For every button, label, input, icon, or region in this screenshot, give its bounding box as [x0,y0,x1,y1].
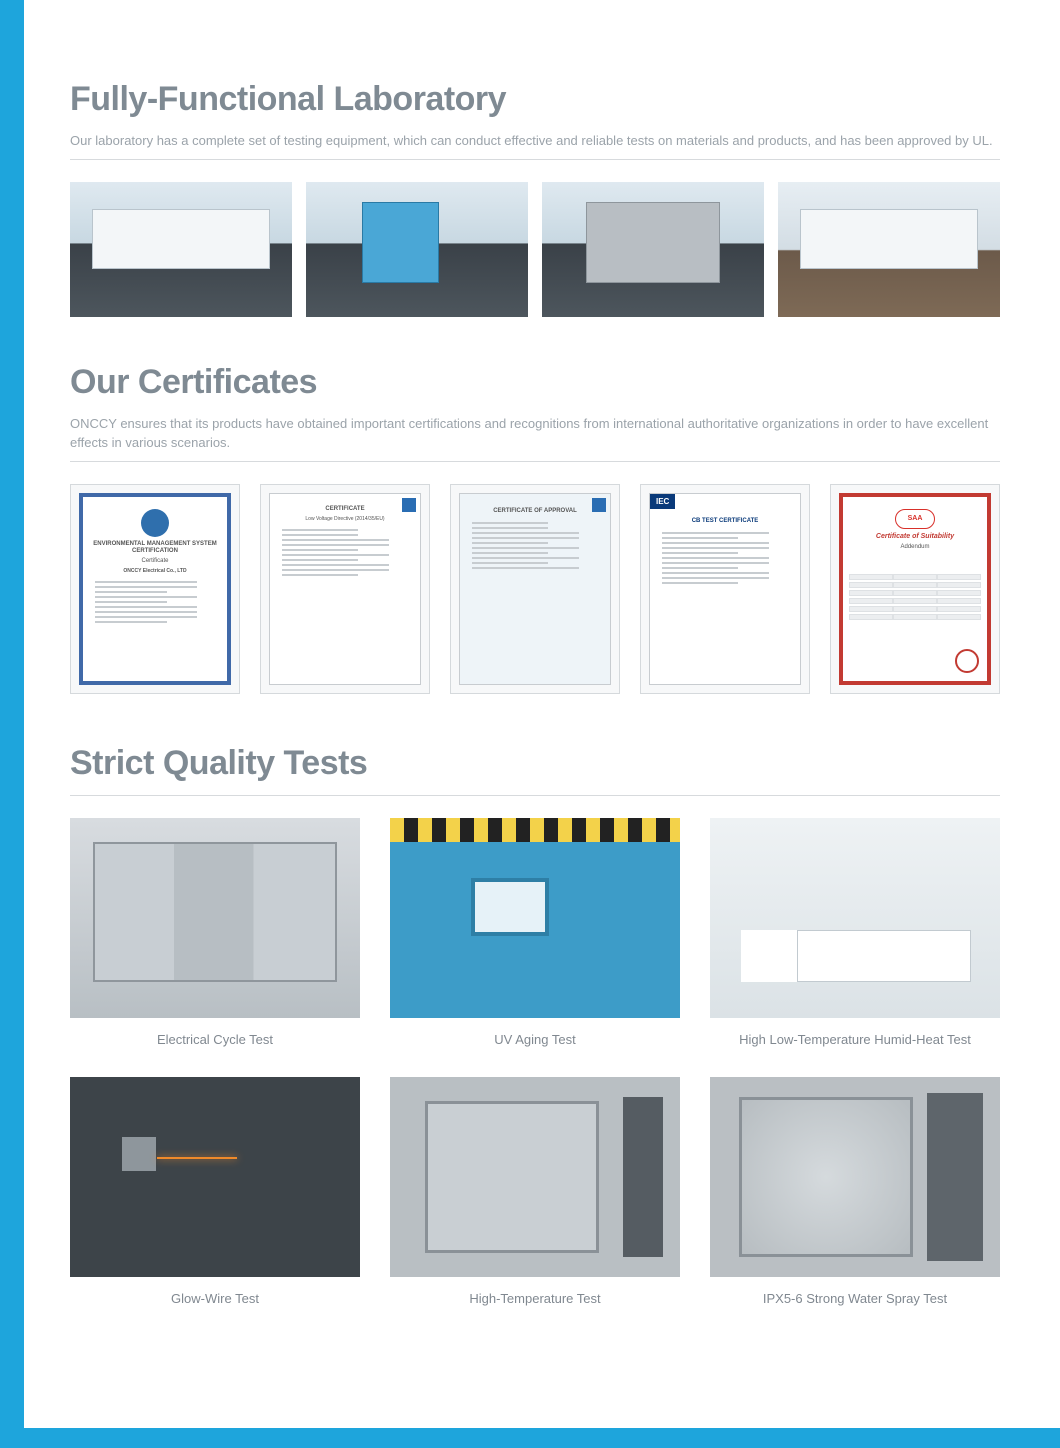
test-item: Electrical Cycle Test [70,818,360,1047]
cert-heading: ENVIRONMENTAL MANAGEMENT SYSTEM CERTIFIC… [89,541,221,555]
test-item: IPX5-6 Strong Water Spray Test [710,1077,1000,1306]
cert-subheading: Addendum [900,544,929,551]
test-item: Glow-Wire Test [70,1077,360,1306]
cert-body-lines [276,525,414,678]
test-item: High-Temperature Test [390,1077,680,1306]
certificate: IEC CB TEST CERTIFICATE [640,484,810,694]
test-caption: Electrical Cycle Test [157,1032,273,1047]
cert-heading: CERTIFICATE OF APPROVAL [493,508,577,515]
cert-heading: Certificate of Suitability [876,533,954,541]
bottom-accent-bar [0,1428,1060,1448]
cert-row: ENVIRONMENTAL MANAGEMENT SYSTEM CERTIFIC… [70,484,1000,694]
cert-body-lines [466,518,604,678]
cert-subheading: Certificate [141,558,168,565]
cert-subheading: Low Voltage Directive (2014/35/EU) [305,516,384,522]
test-caption: High-Temperature Test [469,1291,600,1306]
certificate: CERTIFICATE OF APPROVAL [450,484,620,694]
page-content: Fully-Functional Laboratory Our laborato… [0,0,1060,1306]
certs-title: Our Certificates [70,363,1000,402]
tuv-logo-icon [592,498,606,512]
cert-table [849,574,981,620]
lab-desc: Our laboratory has a complete set of tes… [70,131,1000,151]
test-caption: Glow-Wire Test [171,1291,259,1306]
test-caption: High Low-Temperature Humid-Heat Test [739,1032,971,1047]
tuv-logo-icon [402,498,416,512]
test-image [710,818,1000,1018]
cert-heading: CB TEST CERTIFICATE [692,518,759,525]
cert-body-lines [89,577,221,674]
cert-body-lines [656,528,794,678]
lab-image [306,182,528,317]
certificate: ENVIRONMENTAL MANAGEMENT SYSTEM CERTIFIC… [70,484,240,694]
test-image [710,1077,1000,1277]
tests-title: Strict Quality Tests [70,744,1000,783]
test-image [390,818,680,1018]
lab-divider [70,159,1000,160]
test-image [70,1077,360,1277]
test-caption: UV Aging Test [494,1032,575,1047]
certs-divider [70,461,1000,462]
cert-heading: CERTIFICATE [325,506,364,513]
tests-divider [70,795,1000,796]
seal-icon [955,649,979,673]
lab-image-row [70,182,1000,317]
saa-logo-icon: SAA [895,509,935,529]
lab-title: Fully-Functional Laboratory [70,80,1000,119]
certificate: CERTIFICATE Low Voltage Directive (2014/… [260,484,430,694]
test-item: UV Aging Test [390,818,680,1047]
lab-image [778,182,1000,317]
certificate: SAA Certificate of Suitability Addendum [830,484,1000,694]
cert-issuer: ONCCY Electrical Co., LTD [123,568,186,574]
cert-badge-icon [141,509,169,537]
lab-image [70,182,292,317]
iec-badge-icon: IEC [650,494,675,509]
lab-image [542,182,764,317]
test-caption: IPX5-6 Strong Water Spray Test [763,1291,947,1306]
test-item: High Low-Temperature Humid-Heat Test [710,818,1000,1047]
tests-grid: Electrical Cycle Test UV Aging Test High… [70,818,1000,1306]
test-image [390,1077,680,1277]
test-image [70,818,360,1018]
certs-desc: ONCCY ensures that its products have obt… [70,414,1000,453]
